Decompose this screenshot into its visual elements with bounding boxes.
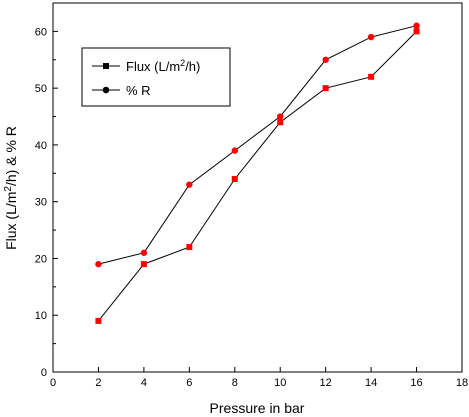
y-tick-label: 50 (35, 83, 47, 95)
y-tick-label: 30 (35, 197, 47, 209)
y-tick-label: 10 (35, 310, 47, 322)
legend-box (81, 47, 231, 107)
x-tick-label: 14 (365, 377, 377, 389)
data-point-flux (277, 119, 284, 126)
x-tick-label: 0 (50, 377, 56, 389)
legend: Flux (L/m2/h) % R (81, 47, 231, 107)
legend-label-flux: Flux (L/m2/h) (126, 58, 200, 74)
legend-marker-r (102, 86, 110, 94)
data-point-flux (231, 175, 238, 182)
x-tick-label: 2 (95, 377, 101, 389)
x-tick-label: 16 (410, 377, 422, 389)
data-point-r (95, 260, 102, 268)
data-point-r (231, 147, 238, 154)
plot-frame (52, 2, 463, 373)
x-tick-label: 8 (232, 377, 238, 389)
data-point-r (367, 33, 375, 41)
y-axis-title: Flux (L/m2/h) & % R (3, 126, 19, 250)
y-tick-label: 0 (41, 367, 47, 379)
data-point-r (186, 181, 193, 188)
x-tick-label: 10 (274, 377, 286, 389)
data-point-r (322, 56, 329, 63)
series-line-r (98, 25, 417, 265)
y-tick-label: 60 (35, 26, 47, 38)
y-tick-label: 20 (35, 253, 47, 265)
data-point-r (140, 249, 148, 256)
data-point-flux (95, 317, 102, 324)
data-point-flux (140, 261, 147, 268)
x-tick-label: 4 (141, 377, 147, 389)
data-point-flux (186, 244, 193, 251)
data-point-flux (413, 28, 420, 35)
series-markers (95, 22, 420, 324)
data-point-flux (322, 85, 329, 92)
x-tick-label: 6 (186, 377, 192, 389)
axis-ticks: 0 2 4 6 8 10 12 14 16 18 0 10 20 30 40 50 60 (35, 26, 468, 389)
x-tick-label: 12 (320, 377, 332, 389)
legend-marker-flux (103, 63, 109, 69)
series-lines (98, 25, 417, 322)
data-point-r (277, 113, 284, 120)
legend-label-r: % R (126, 83, 151, 98)
series-line-flux (98, 31, 417, 322)
x-axis-title: Pressure in bar (210, 400, 305, 416)
y-tick-label: 40 (35, 140, 47, 152)
x-tick-label: 18 (456, 377, 468, 389)
data-point-flux (368, 73, 375, 80)
data-point-r (413, 22, 420, 29)
